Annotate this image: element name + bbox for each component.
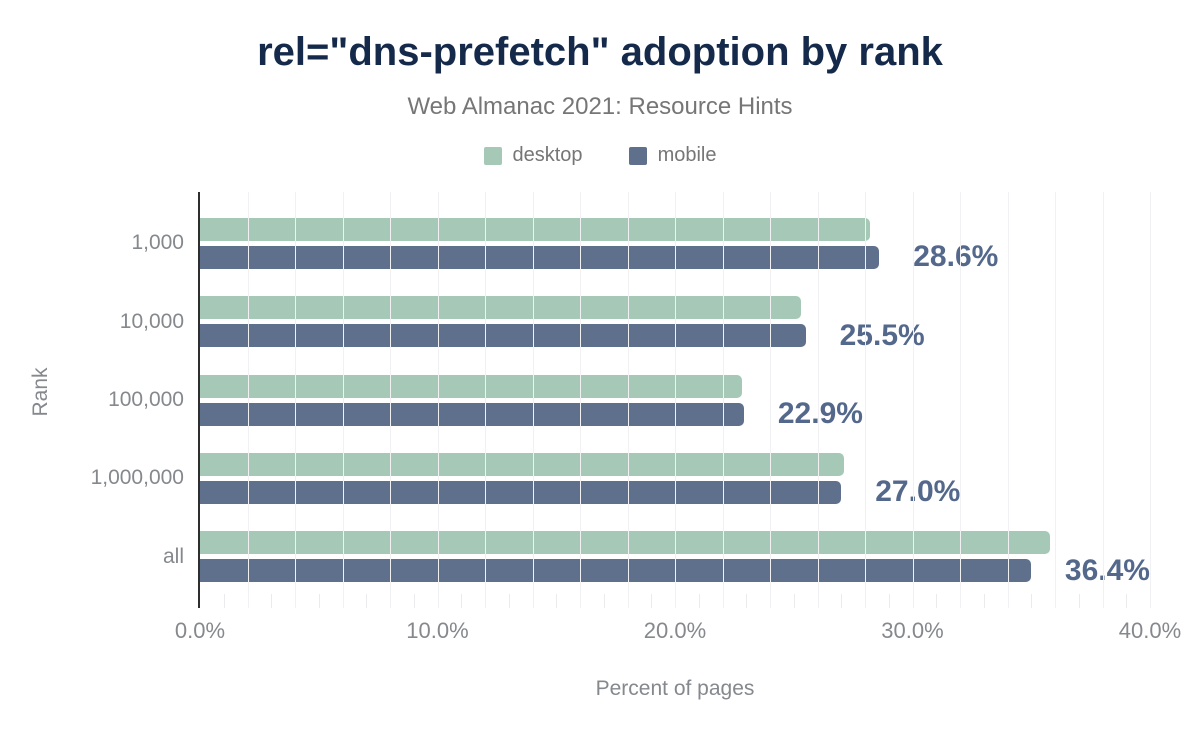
minor-tick — [936, 594, 938, 608]
desktop-bar — [200, 531, 1051, 555]
minor-tick — [698, 594, 700, 608]
gridline — [770, 192, 771, 608]
x-tick-label: 10.0% — [406, 618, 469, 643]
chart-subtitle: Web Almanac 2021: Resource Hints — [407, 93, 793, 120]
minor-tick — [318, 594, 320, 608]
desktop-bar-line — [200, 531, 1150, 555]
mobile-bar — [200, 324, 806, 348]
legend-label-desktop: desktop — [512, 144, 583, 166]
x-tick-label: 0.0% — [174, 618, 226, 643]
category-label: all — [162, 544, 184, 568]
desktop-bar-line — [200, 217, 1150, 241]
gridline — [817, 192, 819, 608]
gridline — [437, 192, 439, 608]
minor-tick — [1078, 594, 1080, 608]
gridline — [675, 192, 676, 608]
value-label: 28.6% — [913, 240, 999, 274]
desktop-bar-line — [200, 296, 1150, 320]
x-tick-label: 20.0% — [643, 618, 707, 643]
minor-tick — [271, 594, 273, 608]
gridline — [1055, 192, 1056, 608]
mobile-bar-line: 36.4% — [200, 554, 1150, 587]
category-label: 1,000 — [131, 231, 184, 255]
gridline — [722, 192, 724, 608]
mobile-bar-line: 25.5% — [200, 319, 1150, 352]
minor-tick — [1031, 594, 1033, 608]
desktop-bar — [200, 452, 844, 476]
gridline — [532, 192, 534, 608]
minor-tick — [983, 594, 985, 608]
y-axis-line — [198, 192, 200, 608]
minor-tick — [413, 594, 415, 608]
mobile-bar-line: 22.9% — [200, 397, 1150, 430]
gridline — [1102, 192, 1104, 608]
plot-area: 28.6% 25.5% 22.9% 27.0% 36.4% — [200, 192, 1151, 608]
minor-tick — [746, 594, 748, 608]
gridline — [295, 192, 296, 608]
legend-item-mobile: mobile — [628, 144, 717, 167]
minor-tick — [651, 594, 653, 608]
y-axis-category-labels: 1,000 10,000 100,000 1,000,000 all — [0, 192, 184, 608]
value-label: 27.0% — [875, 475, 961, 509]
minor-tick — [841, 594, 843, 608]
minor-tick — [223, 594, 225, 608]
desktop-bar — [200, 374, 742, 398]
legend-swatch-mobile-icon — [628, 146, 647, 165]
gridline — [1150, 192, 1151, 608]
gridline — [485, 192, 486, 608]
gridline — [627, 192, 629, 608]
legend-swatch-desktop-icon — [483, 146, 502, 165]
category-label: 10,000 — [119, 309, 184, 333]
gridline — [390, 192, 391, 608]
bar-group: 25.5% — [200, 282, 1150, 360]
mobile-bar — [200, 559, 1031, 583]
minor-tick — [508, 594, 510, 608]
value-label: 36.4% — [1064, 553, 1150, 587]
gridline — [960, 192, 961, 608]
bar-group: 36.4% — [200, 518, 1150, 596]
mobile-bar-line: 28.6% — [200, 240, 1150, 273]
chart-legend: desktop mobile — [0, 144, 1200, 167]
gridline — [865, 192, 866, 608]
mobile-bar-line: 27.0% — [200, 475, 1150, 508]
minor-tick — [1126, 594, 1128, 608]
minor-tick — [366, 594, 368, 608]
desktop-bar-line — [200, 452, 1150, 476]
category-label: 100,000 — [108, 388, 184, 412]
desktop-bar — [200, 217, 870, 241]
minor-tick — [888, 594, 890, 608]
bar-group: 27.0% — [200, 439, 1150, 517]
mobile-bar — [200, 480, 842, 504]
value-label: 25.5% — [839, 318, 925, 352]
gridline — [247, 192, 249, 608]
bar-group: 22.9% — [200, 361, 1150, 439]
bar-rows: 28.6% 25.5% 22.9% 27.0% 36.4% — [200, 192, 1150, 608]
mobile-bar — [200, 245, 880, 269]
gridline — [1007, 192, 1009, 608]
chart-title: rel="dns-prefetch" adoption by rank — [257, 30, 943, 74]
mobile-bar — [200, 402, 744, 426]
gridline — [912, 192, 914, 608]
x-axis-title: Percent of pages — [595, 677, 755, 700]
bar-group: 28.6% — [200, 204, 1150, 282]
legend-label-mobile: mobile — [657, 144, 717, 166]
category-label: 1,000,000 — [90, 466, 184, 490]
x-tick-label: 30.0% — [881, 618, 944, 643]
minor-tick — [793, 594, 795, 608]
minor-tick — [461, 594, 463, 608]
desktop-bar-line — [200, 374, 1150, 398]
gridline — [342, 192, 344, 608]
gridline — [580, 192, 581, 608]
x-tick-label: 40.0% — [1118, 618, 1182, 643]
minor-tick — [556, 594, 558, 608]
desktop-bar — [200, 296, 801, 320]
legend-item-desktop: desktop — [483, 144, 583, 167]
value-label: 22.9% — [777, 397, 863, 431]
minor-tick — [603, 594, 605, 608]
x-axis-tick-labels: 0.0% 10.0% 20.0% 30.0% 40.0% — [0, 618, 1200, 644]
